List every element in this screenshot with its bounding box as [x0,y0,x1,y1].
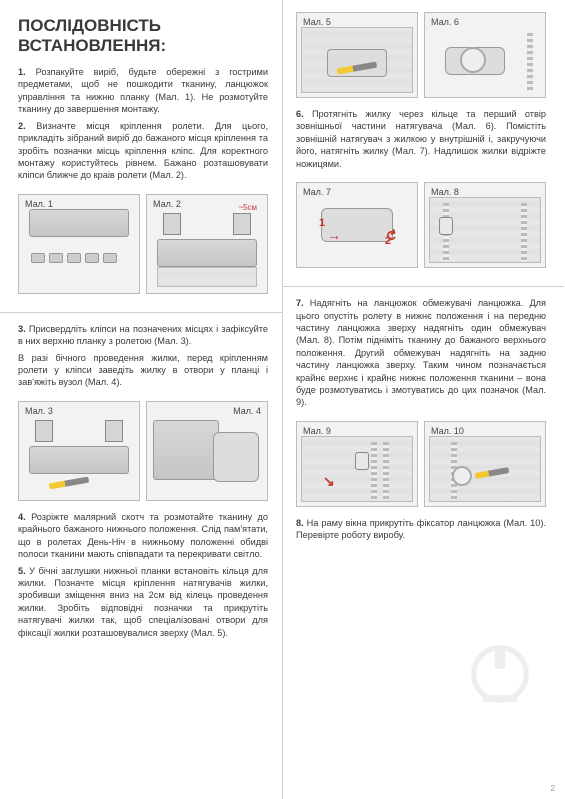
horizontal-separator [0,312,282,313]
figure-label: Мал. 7 [303,187,331,197]
page-title: ПОСЛІДОВНІСТЬ ВСТАНОВЛЕННЯ: [18,16,268,56]
figure-8: Мал. 8 [424,182,546,268]
step-7: 7. Надягніть на ланцюжок обмежувачі ланц… [296,297,546,409]
figure-label: Мал. 10 [431,426,464,436]
step-2: 2. Визначте місця кріплення ролети. Для … [18,120,268,182]
figure-label: Мал. 3 [25,406,53,416]
callout-1: 1 [319,217,325,229]
figure-4: Мал. 4 [146,401,268,501]
figure-10: Мал. 10 [424,421,546,507]
figure-label: Мал. 6 [431,17,459,27]
arrow-icon: ↘ [323,473,335,490]
step-4: 4. Розріжте малярний скотч та розмотайте… [18,511,268,561]
step-3b: В разі бічного проведення жилки, перед к… [18,352,268,389]
figure-6: Мал. 6 [424,12,546,98]
figure-label: Мал. 8 [431,187,459,197]
figure-label: Мал. 9 [303,426,331,436]
figure-7: Мал. 7 1 2 → ↻ [296,182,418,268]
figure-row-1-2: Мал. 1 Мал. 2 ~5см [18,194,268,294]
step-5: 5. У бічні заглушки нижньої планки встан… [18,565,268,640]
watermark-icon [465,639,535,709]
figure-9: Мал. 9 ↘ [296,421,418,507]
step-1: 1. Розпакуйте виріб, будьте обережні з г… [18,66,268,116]
dimension-label: ~5см [238,203,257,212]
figure-2: Мал. 2 ~5см [146,194,268,294]
figure-row-5-6: Мал. 5 Мал. 6 [296,12,546,98]
step-3a: 3. Присвердліть кліпси на позначених міс… [18,323,268,348]
figure-3: Мал. 3 [18,401,140,501]
screwdriver-icon [49,476,89,489]
figure-label: Мал. 4 [233,406,261,416]
figure-row-9-10: Мал. 9 ↘ Мал. 10 [296,421,546,507]
figure-row-3-4: Мал. 3 Мал. 4 [18,401,268,501]
arrow-icon: → [327,227,341,243]
figure-5: Мал. 5 [296,12,418,98]
figure-row-7-8: Мал. 7 1 2 → ↻ Мал. 8 [296,182,546,268]
horizontal-separator [282,286,564,287]
left-column: ПОСЛІДОВНІСТЬ ВСТАНОВЛЕННЯ: 1. Розпакуйт… [0,0,282,799]
page-number: 2 [551,784,555,793]
step-8: 8. На раму вікна прикрутіть фіксатор лан… [296,517,546,542]
column-separator [282,0,283,799]
figure-1: Мал. 1 [18,194,140,294]
figure-label: Мал. 5 [303,17,331,27]
right-column: Мал. 5 Мал. 6 6. Протягніть жилку через … [282,0,564,799]
figure-label: Мал. 1 [25,199,53,209]
figure-label: Мал. 2 [153,199,181,209]
step-6: 6. Протягніть жилку через кільце та перш… [296,108,546,170]
